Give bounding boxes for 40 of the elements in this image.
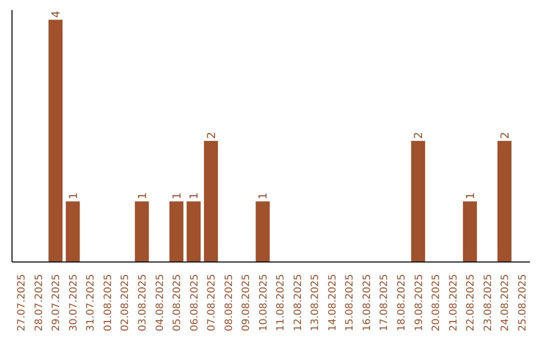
data-label: 2	[412, 132, 426, 139]
data-label: 1	[66, 192, 80, 200]
x-tick-label: 12.08.2025	[292, 274, 304, 332]
x-tick-label: 25.08.2025	[517, 274, 528, 332]
data-label: 4	[50, 10, 63, 18]
x-tick-label: 28.07.2025	[34, 274, 45, 332]
x-tick-label: 23.08.2025	[482, 274, 494, 332]
x-tick-label: 02.08.2025	[120, 274, 132, 332]
x-tick-label: 15.08.2025	[344, 274, 356, 332]
x-tick-label: 14.08.2025	[327, 274, 338, 332]
x-tick-label: 04.08.2025	[154, 274, 166, 332]
data-label: 2	[498, 132, 512, 139]
data-label: 1	[136, 192, 149, 200]
x-tick-label: 31.07.2025	[86, 274, 97, 332]
data-label: 1	[256, 192, 270, 200]
x-tick-label: 29.07.2025	[51, 274, 62, 332]
x-tick-label: 27.07.2025	[16, 274, 28, 332]
x-tick-label: 19.08.2025	[414, 274, 425, 332]
data-label: 1	[170, 192, 184, 200]
x-tick-label: 13.08.2025	[310, 274, 322, 332]
x-tick-label: 01.08.2025	[102, 274, 114, 332]
x-tick-label: 10.08.2025	[258, 274, 270, 332]
x-tick-label: 05.08.2025	[172, 274, 184, 332]
x-tick-label: 03.08.2025	[138, 274, 148, 332]
x-tick-label: 07.08.2025	[206, 274, 218, 332]
x-tick-label: 30.07.2025	[68, 274, 80, 332]
x-tick-label: 06.08.2025	[189, 274, 200, 332]
x-tick-label: 09.08.2025	[241, 274, 252, 332]
data-label: 2	[204, 132, 218, 139]
x-tick-label: 08.08.2025	[224, 274, 235, 332]
x-tick-label: 17.08.2025	[379, 274, 390, 332]
x-tick-label: 24.08.2025	[500, 274, 512, 332]
data-label: 1	[464, 192, 477, 200]
x-tick-label: 11.08.2025	[276, 274, 287, 332]
x-tick-label: 16.08.2025	[362, 274, 373, 332]
x-tick-label: 20.08.2025	[431, 274, 442, 332]
data-label: 1	[188, 192, 201, 200]
x-tick-label: 21.08.2025	[448, 274, 460, 332]
x-tick-label: 18.08.2025	[396, 274, 408, 332]
x-tick-label: 22.08.2025	[466, 274, 477, 332]
